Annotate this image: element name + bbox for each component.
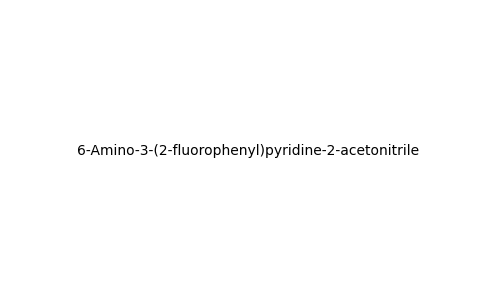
Text: 6-Amino-3-(2-fluorophenyl)pyridine-2-acetonitrile: 6-Amino-3-(2-fluorophenyl)pyridine-2-ace… — [77, 145, 419, 158]
